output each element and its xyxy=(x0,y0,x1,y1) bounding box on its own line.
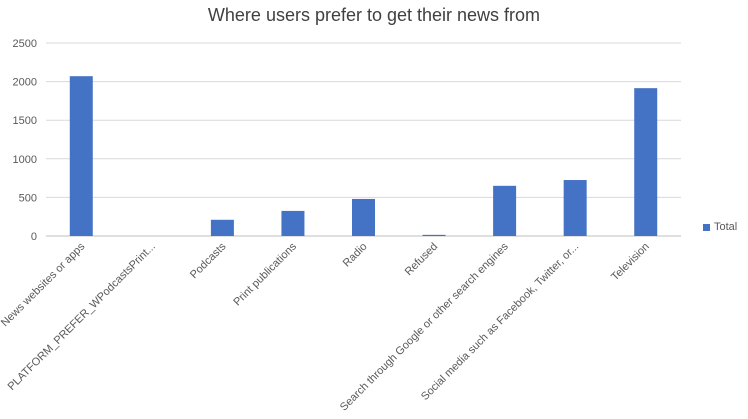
y-tick-label: 2500 xyxy=(13,38,37,50)
bar xyxy=(210,219,234,236)
legend: Total xyxy=(703,221,737,233)
bar xyxy=(563,180,587,236)
y-tick-label: 2000 xyxy=(13,77,37,89)
bar xyxy=(634,88,658,236)
y-tick-label: 0 xyxy=(31,231,37,243)
bar xyxy=(69,76,93,236)
y-tick-label: 1000 xyxy=(13,154,37,166)
x-category-label: Radio xyxy=(341,241,370,270)
chart-title: Where users prefer to get their news fro… xyxy=(207,5,541,25)
y-tick-label: 500 xyxy=(19,192,37,204)
y-tick-label: 1500 xyxy=(13,115,37,127)
x-category-label: Refused xyxy=(403,241,440,278)
legend-label: Total xyxy=(714,221,738,233)
bar xyxy=(422,234,446,236)
x-category-label: Social media such as Facebook, Twitter, … xyxy=(419,241,581,403)
x-category-label: Television xyxy=(609,241,652,284)
bar xyxy=(281,210,305,236)
bar xyxy=(493,185,517,236)
x-category-label: Search through Google or other search en… xyxy=(338,240,511,413)
legend-swatch xyxy=(703,223,710,231)
x-category-label: Print publications xyxy=(231,240,299,308)
x-category-label: Podcasts xyxy=(188,240,229,281)
x-category-label: PLATFORM_PREFER_WPodcastsPrint... xyxy=(6,241,158,393)
bar xyxy=(352,198,375,236)
